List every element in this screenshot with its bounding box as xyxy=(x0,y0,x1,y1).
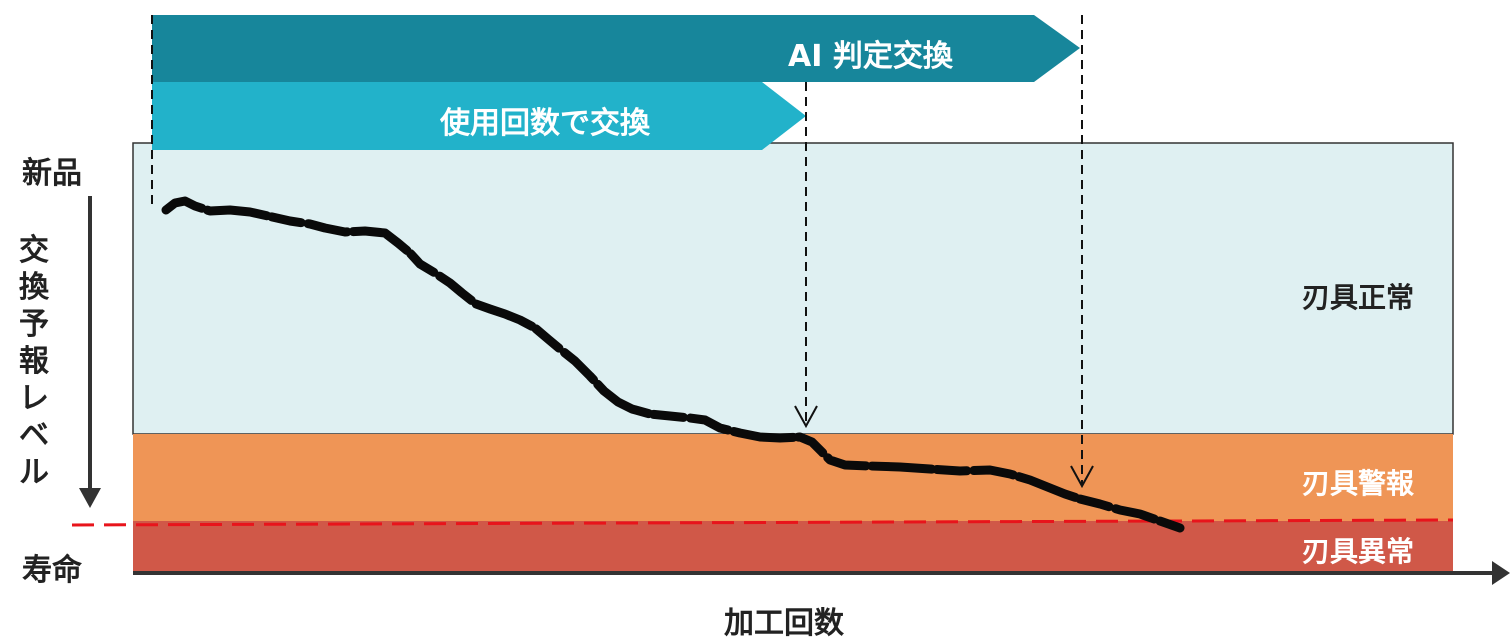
x-axis-title: 加工回数 xyxy=(724,606,844,641)
count-replace-arrowhead xyxy=(794,405,818,429)
life-threshold-line xyxy=(71,518,1454,527)
warning-zone xyxy=(133,434,1453,521)
normal-zone-label: 刃具正常 xyxy=(1301,281,1414,314)
abnormal-zone xyxy=(133,521,1453,572)
y-axis-arrowhead xyxy=(79,488,101,508)
end-of-life-label: 寿命 xyxy=(22,553,82,588)
y-axis-title-char: 予 xyxy=(19,307,49,342)
y-axis-title-char: 報 xyxy=(19,344,49,379)
ai-replace-banner xyxy=(152,15,1080,82)
count-replace-label: 使用回数で交換 xyxy=(440,106,650,141)
warning-zone-label: 刃具警報 xyxy=(1301,467,1414,500)
ai-replace-arrowhead xyxy=(1070,465,1094,489)
y-axis-title-char: ル xyxy=(19,455,49,490)
wear-level-curve xyxy=(161,196,1185,533)
y-axis-title-char: 交 xyxy=(19,233,49,268)
y-axis-title-char: ベ xyxy=(19,418,49,453)
new-label: 新品 xyxy=(22,156,82,191)
abnormal-zone-label: 刃具異常 xyxy=(1301,535,1414,568)
y-axis-title-char: レ xyxy=(19,381,49,416)
x-axis-arrowhead xyxy=(1492,561,1510,585)
count-replace-banner xyxy=(152,82,806,150)
y-axis-title: 交 換 予 報 レ ベ ル xyxy=(14,232,54,491)
normal-zone xyxy=(132,142,1454,435)
y-axis-title-char: 換 xyxy=(19,270,49,305)
ai-replace-label: AI 判定交換 xyxy=(788,39,953,74)
